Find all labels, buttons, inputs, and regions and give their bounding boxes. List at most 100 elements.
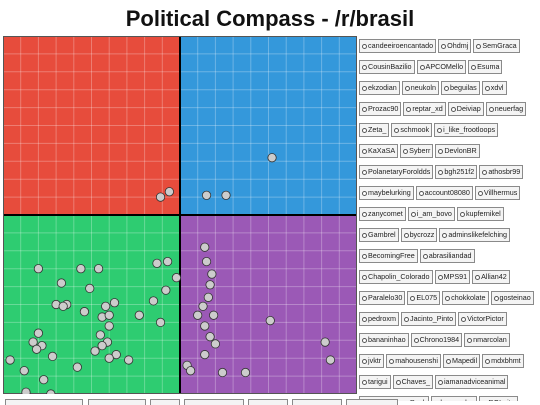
legend-overflow-row [0,399,540,405]
user-tag: bananinhao [359,333,409,347]
user-name: Deiviap [456,104,481,113]
data-point [203,292,213,302]
legend-row: Paralelo30 EL075 chokkolate gosteinao [359,291,536,305]
user-tag: zanycomet [359,207,406,221]
user-tag: schmook [391,123,433,137]
data-point [148,296,159,306]
user-legend: candeeiroencantado Ohdmj SemGraca CousinBaz… [359,37,539,401]
user-tag: Ohdmj [438,39,472,53]
user-name: Villhermus [483,188,518,197]
user-marker-icon [443,85,449,91]
user-name: Prozac90 [368,104,399,113]
data-point [97,341,107,351]
user-marker-icon [362,253,367,259]
data-point [217,367,228,378]
user-marker-icon [362,295,367,301]
user-marker-icon [403,232,409,238]
data-point [163,256,173,267]
user-marker-icon [438,169,444,175]
user-name: mahousenshi [395,356,438,365]
user-tag: neuerfag [485,102,527,116]
user-marker-icon [362,85,367,91]
user-name: Jacinto_Pinto [409,314,454,323]
user-marker-icon [362,190,367,196]
user-tag: Chaves_ [392,375,433,389]
user-marker-icon [493,295,499,301]
user-tag: mdxbhmt [482,354,524,368]
user-marker-icon [362,232,367,238]
user-name: chokkolate [451,293,486,302]
user-tag: athosbr99 [479,165,524,179]
data-point [201,190,212,200]
data-point [207,269,217,279]
user-tag: Chrono1984 [410,333,463,347]
user-marker-icon [362,43,367,49]
user-name: i_like_frootloops [443,125,496,134]
user-name: maybelurking [368,188,411,197]
user-tag: Prozac90 [359,102,402,116]
user-name: adminslikefelching [448,230,508,239]
user-name: KaXaSA [368,146,396,155]
user-name: athosbr99 [488,167,521,176]
compass-svg [3,36,357,394]
data-point [104,310,114,320]
user-marker-icon [419,64,425,70]
user-marker-icon [362,379,367,385]
user-name: VictorPictor [467,314,504,323]
user-marker-icon [445,358,451,364]
data-point [33,264,44,274]
data-point [164,187,174,197]
user-tag: iamanadviceanimal [434,375,509,389]
user-tag: Chapolin_Colorado [359,270,433,284]
user-marker-icon [459,211,465,217]
user-tag: Esuma [468,60,503,74]
quadrant-authoritarian-right [180,36,357,215]
user-tag: account08080 [415,186,473,200]
data-point [5,355,15,365]
data-point [95,330,105,340]
user-name: bananinhao [368,335,406,344]
user-marker-icon [422,253,428,259]
data-point [209,310,219,320]
user-marker-icon [362,169,367,175]
user-tag: Gambrel [359,228,399,242]
data-point [205,332,215,342]
user-marker-icon [467,337,473,343]
user-name: MPS91 [443,272,468,281]
data-point [72,362,82,372]
user-marker-icon [403,148,409,154]
user-tag: maybelurking [359,186,414,200]
user-marker-icon [476,43,482,49]
user-name: ROLeite [488,398,514,401]
user-marker-icon [395,379,401,385]
overflow-tag [150,399,180,405]
user-name: DevlonBR [444,146,477,155]
data-point [134,310,144,320]
user-marker-icon [362,127,367,133]
political-compass-chart [3,36,357,394]
user-tag: bgh251f2 [435,165,478,179]
user-name: schmook [400,125,430,134]
user-name: ekzodian [368,83,397,92]
legend-row: zanycomet i_am_bovo kupfernikel [359,207,506,221]
user-name: CousinBazilio [368,62,412,71]
user-name: gosteinao [499,293,531,302]
data-point [58,301,68,311]
user-marker-icon [450,106,456,112]
user-name: Chrono1984 [419,335,460,344]
user-marker-icon [403,316,409,322]
user-name: account08080 [424,188,470,197]
user-tag: Allian42 [472,270,510,284]
user-tag: abrasiliandad [419,249,475,263]
data-point [152,258,162,268]
user-name: neuerfag [494,104,524,113]
user-marker-icon [438,148,444,154]
user-marker-icon [410,295,416,301]
user-tag: bycrozz [400,228,438,242]
legend-row: bananinhao Chrono1984 nmarcolan [359,333,512,347]
user-tag: Deiviap [447,102,484,116]
user-marker-icon [389,358,395,364]
data-point [32,344,42,354]
data-point [201,256,212,267]
user-tag: candeeiroencantado [359,39,437,53]
